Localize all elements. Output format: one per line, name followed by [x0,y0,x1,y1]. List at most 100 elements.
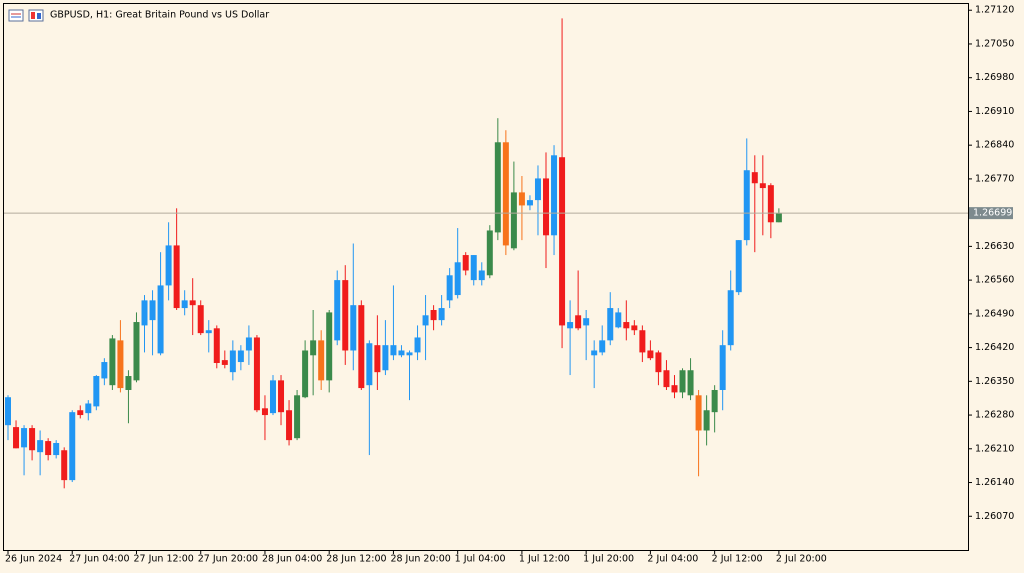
candle-body [374,345,381,373]
candle-body [551,155,558,236]
candle-body [278,380,285,413]
candle-body [205,330,212,334]
candle-body [358,305,365,389]
candle-body [502,142,509,246]
candle-body [61,450,68,481]
y-tick-label: 1.27050 [975,38,1014,49]
candle-body [639,330,646,353]
candle-body [759,183,766,189]
candle-body [711,389,718,413]
candle-body [13,427,20,449]
y-tick-label: 1.26280 [975,410,1014,421]
candle-body [695,395,702,431]
candle-body [53,443,60,456]
x-tick-label: 28 Jun 04:00 [262,554,322,565]
candle-body [478,270,485,281]
candle-body [149,300,156,321]
candle-body [181,300,188,309]
candle-body [77,410,84,416]
candle-body [382,345,389,371]
candle-body [390,345,397,356]
candle-body [655,352,662,373]
candle-body [575,315,582,329]
candle-body [93,376,100,407]
icon [28,9,44,22]
candle-body [350,305,357,351]
x-tick-label: 2 Jul 12:00 [712,554,763,565]
candle-body [486,230,493,276]
candle-body [269,380,276,414]
candle-body [237,350,244,363]
candle-body [534,178,541,201]
candle-body [599,340,606,353]
x-tick-label: 2 Jul 04:00 [647,554,698,565]
candle-body [69,412,76,481]
candle-body [157,285,164,354]
candle-body [470,255,477,281]
candle-body [101,362,108,379]
candle-body [414,337,421,353]
candle-body [454,262,461,296]
candle-body [318,340,325,381]
candle-body [406,352,413,356]
candle-body [334,280,341,341]
candle-body [679,370,686,393]
candle-body [29,428,36,451]
candle-body [286,410,293,441]
candle-body [165,245,172,286]
candle-body [567,322,574,329]
candle-body [366,343,373,386]
x-tick-label: 26 Jun 2024 [5,554,62,565]
candle-body [735,240,742,293]
candle-body [422,315,429,326]
y-tick-label: 1.26560 [975,275,1014,286]
candle-body [510,192,517,249]
candle-body [398,350,405,356]
candle-body [518,192,525,206]
candle-body [607,308,614,341]
y-tick-label: 1.26490 [975,308,1014,319]
y-tick-label: 1.26980 [975,72,1014,83]
icon [8,9,24,22]
candle-body [5,397,11,426]
x-tick-label: 1 Jul 12:00 [519,554,570,565]
x-tick-label: 2 Jul 20:00 [776,554,827,565]
x-tick-label: 1 Jul 20:00 [583,554,634,565]
candle-body [743,170,750,241]
candle-body [197,305,204,334]
candle-body [326,312,333,381]
candle-body [767,185,774,223]
candle-body [663,370,670,388]
candle-body [751,172,758,184]
candle-body [302,350,309,398]
y-tick-label: 1.26350 [975,376,1014,387]
candle-body [631,325,638,331]
candle-body [591,350,598,356]
candle-body [526,200,533,206]
icon [31,12,35,19]
candle-body [446,275,453,301]
symbol-icons [8,9,44,22]
candle-body [430,309,437,321]
candle-body [125,376,132,390]
y-tick-label: 1.26070 [975,511,1014,522]
candle-body [213,328,220,364]
candle-body [687,370,694,396]
y-tick-label: 1.27120 [975,5,1014,16]
candle-body [615,312,622,328]
candle-body [671,385,678,393]
candle-body [703,410,710,431]
candle-body [229,350,236,373]
icon [37,13,41,19]
candle-body [462,255,469,271]
candle-body [221,360,228,365]
candle-body [245,337,252,351]
candle-body [253,337,260,411]
candle-body [543,178,550,236]
candle-body [775,213,782,223]
candle-body [647,350,654,359]
x-tick-label: 27 Jun 12:00 [133,554,193,565]
